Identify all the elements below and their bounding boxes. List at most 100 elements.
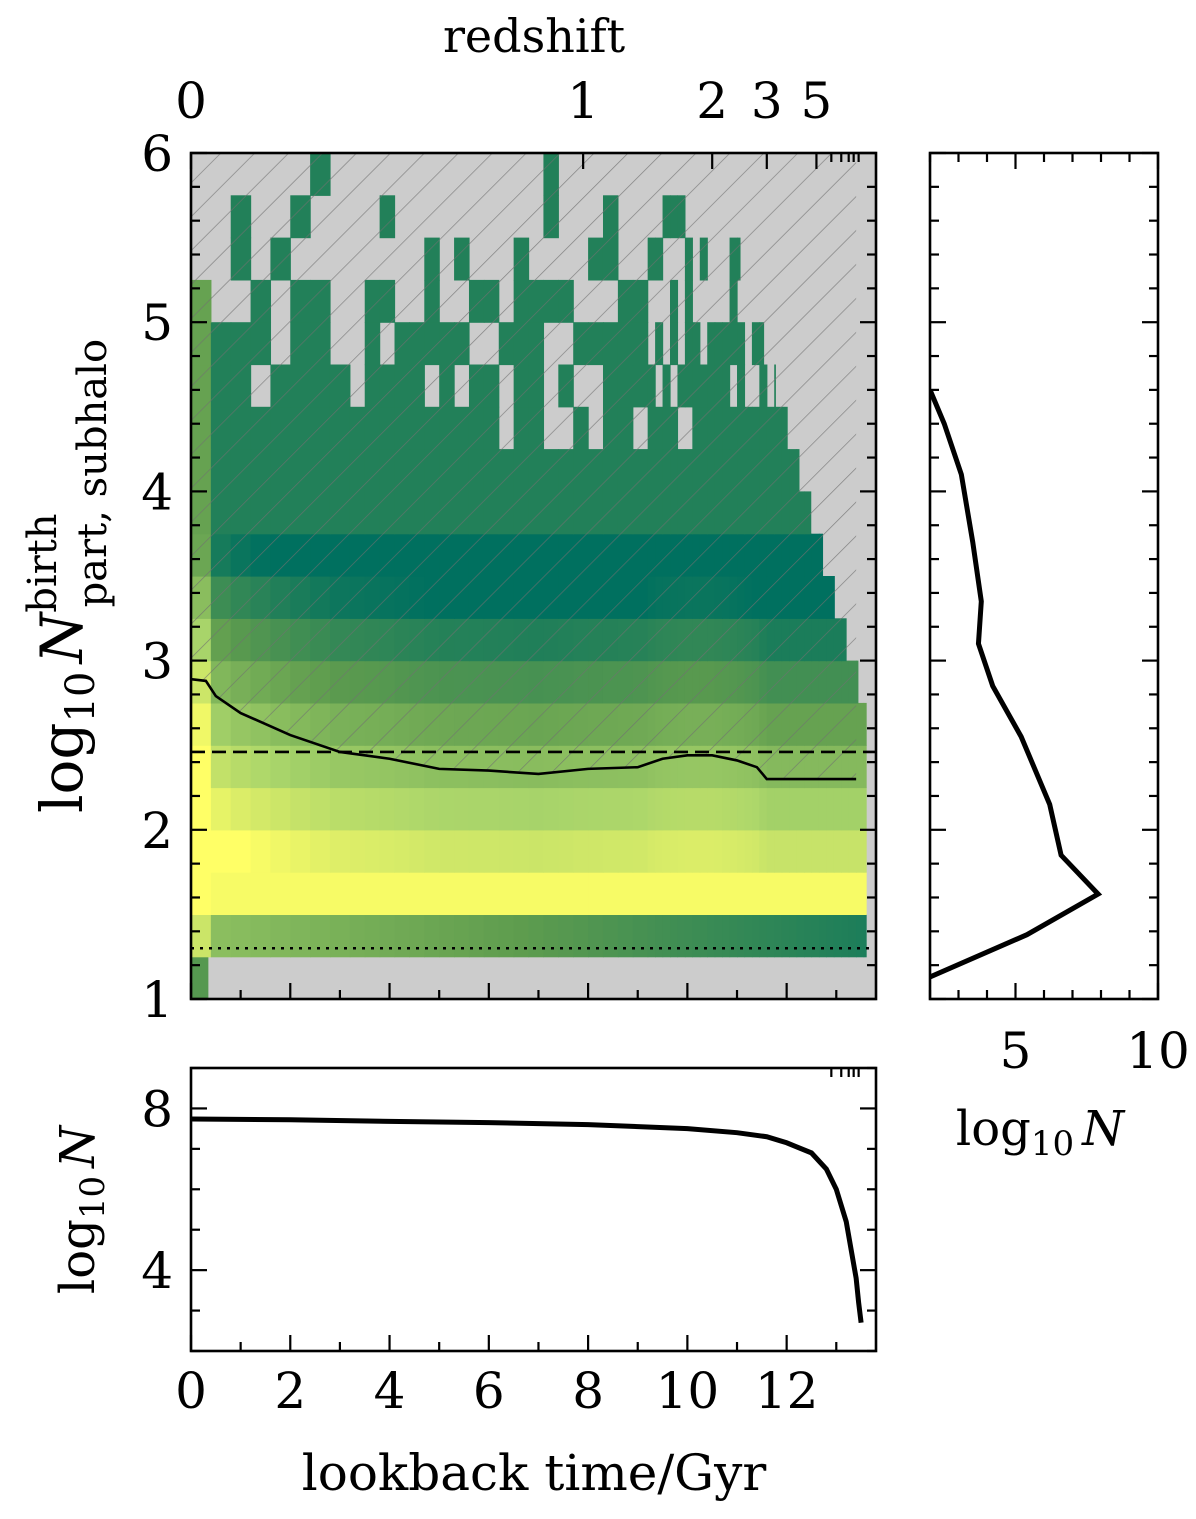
heatmap-cell <box>513 914 530 958</box>
heatmap-cell <box>751 914 760 958</box>
heatmap-cell <box>863 787 867 831</box>
heatmap-cell <box>573 872 589 915</box>
bottom-frame <box>189 1066 878 1353</box>
heatmap-cell <box>632 914 649 958</box>
right-axis-ticks <box>928 151 1160 1001</box>
heatmap-cell <box>394 829 411 873</box>
heatmap-cell <box>647 787 656 831</box>
heatmap-cell <box>498 914 515 958</box>
heatmap-cell <box>707 787 716 831</box>
heatmap-cell <box>349 872 366 915</box>
heatmap-cell <box>290 787 311 831</box>
heatmap-cell <box>250 829 272 873</box>
heatmap-cell <box>528 787 545 831</box>
heatmap-cell <box>856 914 865 958</box>
heatmap-cell <box>543 914 559 958</box>
heatmap-cell <box>409 872 425 915</box>
heatmap-cell <box>191 787 212 831</box>
heatmap-cell <box>670 914 679 958</box>
heatmap-cell <box>329 872 351 915</box>
heatmap-cell <box>558 914 574 958</box>
heatmap-cell <box>833 829 842 873</box>
heatmap-cell <box>191 914 212 958</box>
heatmap-cell <box>677 914 686 958</box>
y-tick-label: 5 <box>141 294 173 352</box>
heatmap-cell <box>692 787 701 831</box>
heatmap-cell <box>364 829 381 873</box>
heatmap-cell <box>602 829 619 873</box>
heatmap-cell <box>707 872 716 915</box>
heatmap-cell <box>632 787 649 831</box>
heatmap-cell <box>573 914 589 958</box>
heatmap-cell <box>310 787 331 831</box>
heatmap-cell <box>826 829 835 873</box>
heatmap-cell <box>528 914 545 958</box>
heatmap-cell <box>602 787 619 831</box>
heatmap-cell <box>833 914 842 958</box>
heatmap-cell <box>439 787 455 831</box>
heatmap-cell <box>558 872 574 915</box>
heatmap-cell <box>483 829 500 873</box>
heatmap-cell <box>818 872 827 915</box>
heatmap-cell <box>602 914 619 958</box>
y-tick-label: 4 <box>141 463 173 521</box>
heatmap-cell <box>454 829 470 873</box>
heatmap-cell <box>409 787 425 831</box>
heatmap-cell <box>573 787 589 831</box>
heatmap-cell <box>781 914 790 958</box>
heatmap-cell <box>250 872 272 915</box>
heatmap-cell <box>290 914 311 958</box>
heatmap-cell <box>722 872 731 915</box>
heatmap-cell <box>588 914 604 958</box>
heatmap-cell <box>210 702 232 746</box>
heatmap-cell <box>804 787 813 831</box>
heatmap-cell <box>210 787 232 831</box>
heatmap-cell <box>811 872 820 915</box>
heatmap-cell <box>528 872 545 915</box>
heatmap-cell <box>468 914 485 958</box>
heatmap-cell <box>662 829 671 873</box>
heatmap-cell <box>804 829 813 873</box>
heatmap-cell <box>759 829 768 873</box>
heatmap-cell <box>796 787 805 831</box>
heatmap-cell <box>647 872 656 915</box>
heatmap-cell <box>310 829 331 873</box>
heatmap-cell <box>558 829 574 873</box>
heatmap-cell <box>424 787 440 831</box>
heatmap-cell <box>270 872 291 915</box>
heatmap-cell <box>602 872 619 915</box>
heatmap-cell <box>737 787 746 831</box>
top-tick-label: 2 <box>696 72 728 130</box>
heatmap-cell <box>714 787 723 831</box>
heatmap-cell <box>498 829 515 873</box>
heatmap-cell <box>766 829 775 873</box>
heatmap-cell <box>394 872 411 915</box>
heatmap-cell <box>662 914 671 958</box>
x-tick-label: 8 <box>572 1362 604 1420</box>
heatmap-cell <box>439 914 455 958</box>
heatmap-cell <box>632 829 649 873</box>
heatmap-cell <box>424 872 440 915</box>
heatmap-cell <box>290 872 311 915</box>
heatmap-cell <box>379 914 396 958</box>
heatmap-cell <box>290 745 311 789</box>
y-tick-label: 2 <box>141 802 173 860</box>
heatmap-cell <box>856 829 865 873</box>
heatmap-cell <box>364 872 381 915</box>
heatmap-cell <box>394 787 411 831</box>
heatmap-cell <box>774 914 783 958</box>
heatmap-cell <box>513 829 530 873</box>
heatmap-cell <box>483 872 500 915</box>
heatmap-cell <box>329 787 351 831</box>
bottom-y-tick-labels: 48 <box>141 1080 173 1300</box>
heatmap-cell <box>670 872 679 915</box>
heatmap-cell <box>468 829 485 873</box>
heatmap-cell <box>759 872 768 915</box>
heatmap-cell <box>310 914 331 958</box>
x-tick-label: 5 <box>1000 1022 1032 1080</box>
bottom-y-axis-label: log10N <box>50 1124 113 1294</box>
heatmap-cell <box>848 872 857 915</box>
x-tick-label: 4 <box>374 1362 406 1420</box>
x-tick-label: 10 <box>656 1362 720 1420</box>
heatmap-cell <box>774 872 783 915</box>
